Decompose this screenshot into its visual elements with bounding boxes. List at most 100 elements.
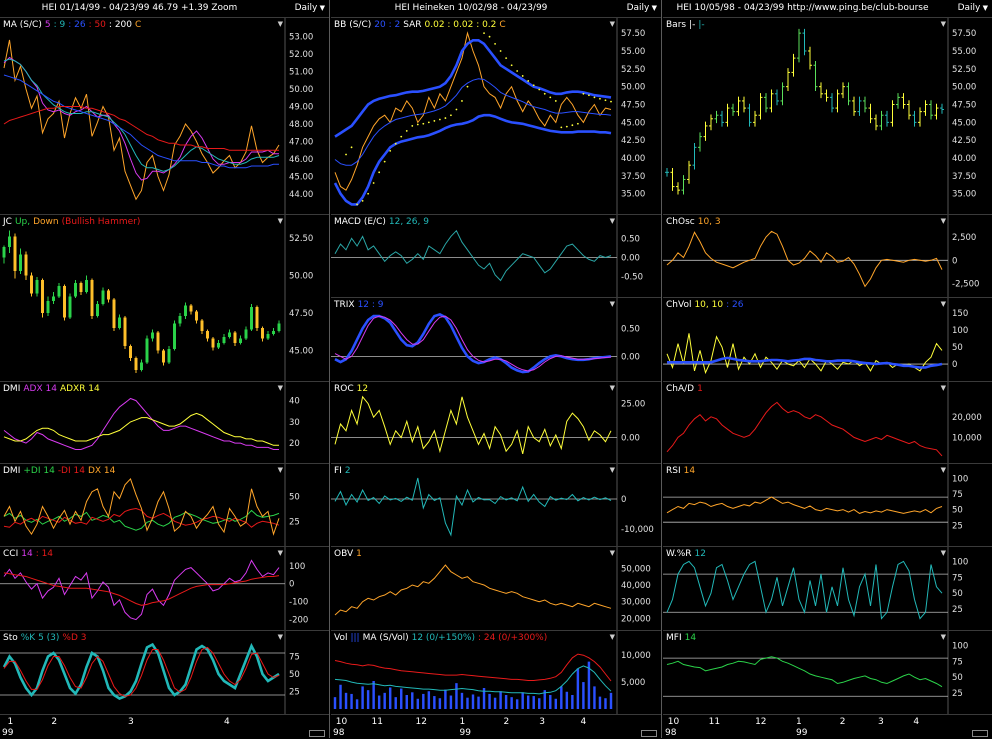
- legend-text: 2: [344, 466, 351, 476]
- legend-text: 0.02 : 0.02 : 0.2: [424, 20, 497, 30]
- pane-rsi[interactable]: 100 75 50 25 RSI 14 ▼: [663, 463, 992, 547]
- scroll-handle[interactable]: [641, 730, 657, 737]
- candle: [151, 329, 154, 342]
- candle: [35, 277, 39, 297]
- pane-jc[interactable]: 52.50 50.00 47.50 45.00 JC Up, Down (Bullish Ha…: [0, 214, 329, 382]
- pane-menu-icon[interactable]: ▼: [940, 549, 946, 557]
- candle: [244, 326, 248, 340]
- y-tick-label: 50: [952, 343, 963, 353]
- y-tick-label: -100: [289, 598, 308, 608]
- candle: [129, 344, 132, 361]
- indicator-legend: RSI 14: [666, 466, 695, 476]
- pane-menu-icon[interactable]: ▼: [940, 466, 946, 474]
- pane-menu-icon[interactable]: ▼: [277, 384, 283, 392]
- pane-bb[interactable]: 57.50 55.00 52.50 50.00 47.50 45.00 42.50 40.00…: [331, 18, 661, 214]
- pane-menu-icon[interactable]: ▼: [277, 20, 283, 28]
- indicator-legend: Sto %K 5 (3) %D 3: [3, 633, 86, 643]
- y-tick-label: 75: [952, 657, 963, 667]
- pane-fi[interactable]: 0 -10,000 FI 2 ▼: [331, 463, 661, 547]
- y-tick-label: 50: [952, 506, 963, 516]
- indicator-legend: DMI +DI 14 -DI 14 DX 14: [3, 466, 115, 476]
- pane-chosc[interactable]: 2,500 0 -2,500 ChOsc 10, 3 ▼: [663, 214, 992, 298]
- pane-menu-icon[interactable]: ▼: [609, 20, 615, 28]
- pane-menu-icon[interactable]: ▼: [609, 466, 615, 474]
- pane-bars[interactable]: 57.50 55.00 52.50 50.00 47.50 45.00 42.50 40.00…: [663, 18, 992, 214]
- legend-text: DX 14: [87, 466, 116, 476]
- pane-dmi1[interactable]: 40 30 20 DMI ADX 14 ADXR 14 ▼: [0, 381, 329, 464]
- sar-dot: [378, 171, 381, 174]
- y-tick-label: 44.00: [289, 190, 313, 200]
- y-tick-label: 25: [289, 517, 300, 527]
- pane-menu-icon[interactable]: ▼: [609, 384, 615, 392]
- legend-text: ChVol: [666, 300, 692, 310]
- pane-roc[interactable]: 25.00 0.00 ROC 12 ▼: [331, 381, 661, 464]
- pane-menu-icon[interactable]: ▼: [940, 300, 946, 308]
- pane-dmi2[interactable]: 50 25 DMI +DI 14 -DI 14 DX 14 ▼: [0, 463, 329, 547]
- pane-cci[interactable]: 100 0 -100 -200 CCI 14: 14 ▼: [0, 546, 329, 631]
- period-dropdown[interactable]: Daily: [295, 3, 325, 13]
- sar-dot: [389, 150, 392, 152]
- series-line: [334, 564, 612, 616]
- indicator-legend: OBV 1: [334, 549, 362, 559]
- y-tick-label: 50.00: [621, 83, 645, 93]
- y-tick-label: 75: [952, 573, 963, 583]
- y-tick-label: 0.00: [621, 434, 640, 444]
- scroll-handle[interactable]: [309, 730, 325, 737]
- pane-menu-icon[interactable]: ▼: [609, 633, 615, 641]
- legend-text: RSI: [666, 466, 681, 476]
- legend-text: 1: [697, 384, 703, 394]
- pane-mfi[interactable]: 100 75 50 25 MFI 14 ▼: [663, 630, 992, 715]
- y-tick-label: 20: [289, 439, 300, 449]
- pane-menu-icon[interactable]: ▼: [277, 466, 283, 474]
- volume-bar: [609, 692, 613, 709]
- period-dropdown[interactable]: Daily: [627, 3, 657, 13]
- pane-obv[interactable]: 50,000 40,000 30,000 20,000 OBV 1 ▼: [331, 546, 661, 631]
- pane-vol[interactable]: 10,000 5,000 Vol ||| MA (S/Vol) 12 (0/+150%):…: [331, 630, 661, 715]
- x-month-label: 4: [913, 717, 920, 727]
- pane-menu-icon[interactable]: ▼: [277, 549, 283, 557]
- legend-text: : 14: [35, 549, 54, 559]
- pane-menu-icon[interactable]: ▼: [609, 549, 615, 557]
- pane-menu-icon[interactable]: ▼: [940, 633, 946, 641]
- pane-macd[interactable]: 0.50 0.00 -0.50 MACD (E/C) 12, 26, 9 ▼: [331, 214, 661, 298]
- series-line: [2, 642, 280, 700]
- y-tick-label: 0: [952, 360, 957, 370]
- pane-sto[interactable]: 75 50 25 Sto %K 5 (3) %D 3 ▼: [0, 630, 329, 715]
- x-year-label: 99: [459, 728, 471, 738]
- series-line: [334, 313, 612, 374]
- pane-chvol[interactable]: 150 100 50 0 ChVol 10, 10: 26 ▼: [663, 297, 992, 382]
- ohlc-bar: [709, 114, 713, 131]
- series-line: [334, 395, 612, 455]
- pane-wr[interactable]: 100 75 50 25 W.%R 12 ▼: [663, 546, 992, 631]
- plot-sto: 75 50 25: [0, 631, 300, 715]
- sar-dot: [499, 50, 502, 52]
- pane-ma[interactable]: 53.00 52.00 51.00 50.00 49.00 48.00 47.00 46.00…: [0, 18, 329, 214]
- pane-menu-icon[interactable]: ▼: [609, 217, 615, 225]
- pane-trix[interactable]: 0.50 0.00 TRIX 12 : 9 ▼: [331, 297, 661, 382]
- x-month-label: 1: [796, 717, 802, 727]
- y-tick-label: -200: [289, 616, 308, 626]
- pane-menu-icon[interactable]: ▼: [940, 217, 946, 225]
- plot-chvol: 150 100 50 0: [663, 298, 968, 382]
- y-tick-label: 100: [952, 474, 968, 484]
- candle: [107, 289, 110, 303]
- pane-menu-icon[interactable]: ▼: [277, 217, 283, 225]
- pane-menu-icon[interactable]: ▼: [609, 300, 615, 308]
- sar-dot: [543, 92, 546, 95]
- volume-bar: [549, 695, 552, 709]
- y-tick-label: 52.50: [289, 234, 313, 244]
- pane-menu-icon[interactable]: ▼: [940, 384, 946, 392]
- sar-dot: [455, 108, 458, 111]
- ohlc-bar: [813, 60, 818, 91]
- x-month-label: 10: [667, 717, 680, 727]
- ohlc-bar: [791, 53, 796, 77]
- pane-menu-icon[interactable]: ▼: [940, 20, 946, 28]
- y-tick-label: 30,000: [621, 598, 651, 608]
- volume-bar: [355, 699, 359, 709]
- y-tick-label: 10,000: [952, 433, 982, 443]
- pane-menu-icon[interactable]: ▼: [277, 633, 283, 641]
- scroll-handle[interactable]: [972, 730, 988, 737]
- legend-text: : 26: [726, 300, 744, 310]
- period-dropdown[interactable]: Daily: [958, 3, 988, 13]
- pane-chad[interactable]: 20,000 10,000 ChA/D 1 ▼: [663, 381, 992, 464]
